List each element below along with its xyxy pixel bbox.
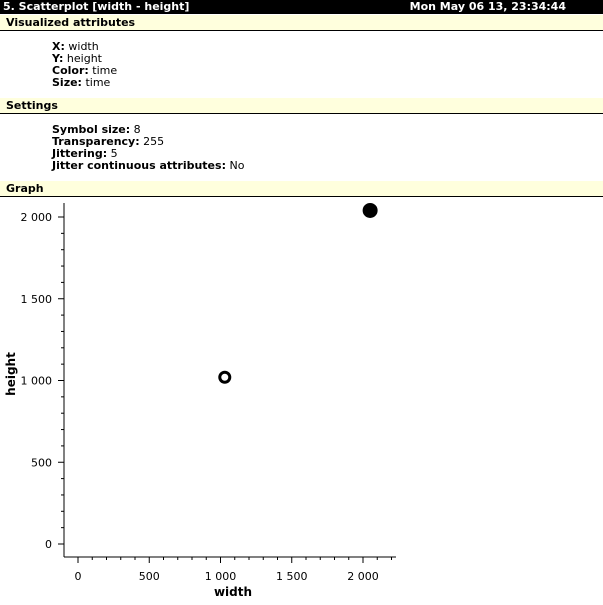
- report-timestamp: Mon May 06 13, 23:34:44: [409, 0, 566, 13]
- setting-row-transparency: Transparency: 255: [52, 135, 165, 148]
- report-title: 5. Scatterplot [width - height]: [3, 0, 190, 13]
- settings-list: Symbol size: 8 Transparency: 255 Jitteri…: [52, 124, 244, 172]
- y-tick-label: 1 500: [21, 293, 53, 306]
- x-tick-label: 1 000: [205, 570, 237, 583]
- x-tick-label: 2 000: [347, 570, 379, 583]
- section-visualized-attributes: Visualized attributes: [0, 15, 603, 31]
- section-title: Graph: [6, 182, 44, 195]
- y-tick-label: 2 000: [21, 211, 53, 224]
- data-point: [218, 370, 232, 384]
- setting-row-jitter-continuous: Jitter continuous attributes: No: [52, 159, 245, 172]
- data-point: [362, 202, 378, 218]
- section-settings: Settings: [0, 98, 603, 114]
- section-title: Settings: [6, 99, 58, 112]
- x-tick-label: 0: [75, 570, 82, 583]
- x-axis-label: width: [214, 585, 252, 599]
- section-title: Visualized attributes: [6, 16, 136, 29]
- attr-row-x: X: width: [52, 40, 99, 53]
- attr-row-color: Color: time: [52, 64, 118, 77]
- visualized-attributes-list: X: width Y: height Color: time Size: tim…: [52, 41, 117, 89]
- y-tick-label: 0: [45, 538, 52, 551]
- report-title-bar: 5. Scatterplot [width - height] Mon May …: [0, 0, 603, 14]
- section-graph: Graph: [0, 181, 603, 197]
- setting-row-symbol-size: Symbol size: 8: [52, 123, 141, 136]
- y-tick-label: 500: [31, 456, 52, 469]
- attr-row-size: Size: time: [52, 76, 111, 89]
- chart-axes: 0 500 1 000 1 500 2 000 0 500 1 000 1 500 2 000: [21, 203, 396, 583]
- y-tick-label: 1 000: [21, 375, 53, 388]
- setting-row-jittering: Jittering: 5: [52, 147, 118, 160]
- attr-row-y: Y: height: [52, 52, 102, 65]
- x-tick-label: 500: [139, 570, 160, 583]
- x-tick-label: 1 500: [276, 570, 308, 583]
- chart-points: [218, 202, 378, 384]
- y-axis-label: height: [4, 352, 18, 396]
